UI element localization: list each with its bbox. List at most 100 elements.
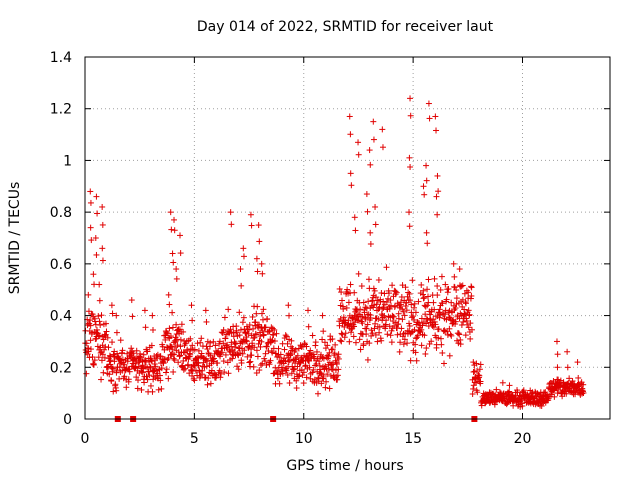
data-point (87, 317, 94, 324)
data-point (311, 376, 318, 383)
data-point (411, 326, 418, 333)
data-point (238, 282, 245, 289)
data-point (194, 354, 201, 361)
data-point (167, 209, 174, 216)
data-point (187, 335, 194, 342)
data-point (257, 362, 264, 369)
data-point (400, 341, 407, 348)
plot-frame (84, 56, 611, 420)
data-point (174, 327, 181, 334)
data-point (133, 374, 140, 381)
data-point (411, 304, 418, 311)
data-point (246, 359, 253, 366)
data-point (325, 353, 332, 360)
data-point (422, 311, 429, 318)
data-point (548, 391, 555, 398)
data-point (376, 329, 383, 336)
data-point (177, 352, 184, 359)
data-point (457, 283, 464, 290)
data-point (520, 387, 527, 394)
data-point (191, 377, 198, 384)
data-point (109, 310, 116, 317)
data-point (117, 360, 124, 367)
data-point (423, 229, 430, 236)
y-tick-label: 0.2 (50, 360, 72, 376)
data-point (555, 376, 562, 383)
x-tick-labels: 0 5 10 15 20 (81, 431, 532, 447)
data-point (176, 326, 183, 333)
chart-title: Day 014 of 2022, SRMTID for receiver lau… (197, 19, 494, 35)
data-point (285, 302, 292, 309)
data-point (186, 370, 193, 377)
data-point (231, 348, 238, 355)
data-point (99, 351, 106, 358)
data-point (163, 369, 170, 376)
data-point (193, 355, 200, 362)
data-point (418, 281, 425, 288)
data-point (452, 305, 459, 312)
data-point (458, 322, 465, 329)
data-point (149, 312, 156, 319)
data-point (176, 232, 183, 239)
data-point (254, 268, 261, 275)
data-point (125, 376, 132, 383)
data-point (427, 317, 434, 324)
data-point (319, 375, 326, 382)
data-point (468, 284, 475, 291)
data-point (303, 343, 310, 350)
data-point (268, 338, 275, 345)
data-point (451, 284, 458, 291)
data-point (111, 353, 118, 360)
data-point (448, 299, 455, 306)
data-point (253, 347, 260, 354)
data-point (424, 286, 431, 293)
data-point (421, 294, 428, 301)
data-point (519, 403, 526, 410)
data-point (283, 333, 290, 340)
data-point (89, 353, 96, 360)
data-point (462, 332, 469, 339)
data-point (110, 388, 117, 395)
data-point (307, 347, 314, 354)
data-point (219, 329, 226, 336)
data-point (302, 362, 309, 369)
data-point (266, 328, 273, 335)
data-point (189, 372, 196, 379)
data-point (397, 339, 404, 346)
data-point (351, 214, 358, 221)
data-point (113, 329, 120, 336)
data-point (96, 297, 103, 304)
data-point (139, 369, 146, 376)
data-point (370, 136, 377, 143)
data-point (300, 380, 307, 387)
data-point (405, 289, 412, 296)
data-point (221, 314, 228, 321)
data-point (465, 289, 472, 296)
data-point (284, 371, 291, 378)
data-point (406, 320, 413, 327)
data-point (135, 377, 142, 384)
data-point (267, 357, 274, 364)
data-point (437, 311, 444, 318)
data-point (176, 353, 183, 360)
data-point (121, 361, 128, 368)
data-point (574, 359, 581, 366)
data-point (393, 289, 400, 296)
data-point (434, 283, 441, 290)
data-point (423, 177, 430, 184)
data-point (246, 343, 253, 350)
data-point (457, 341, 464, 348)
y-tick-label: 0.8 (50, 205, 72, 221)
data-point (388, 327, 395, 334)
y-axis-label: SRMTID / TECUs (7, 182, 23, 295)
data-point (360, 299, 367, 306)
data-point (409, 277, 416, 284)
data-point (269, 349, 276, 356)
data-point (164, 330, 171, 337)
x-tick-label: 15 (404, 431, 422, 447)
data-point (381, 312, 388, 319)
data-point (101, 332, 108, 339)
data-point (430, 299, 437, 306)
data-point (140, 351, 147, 358)
data-point (564, 364, 571, 371)
